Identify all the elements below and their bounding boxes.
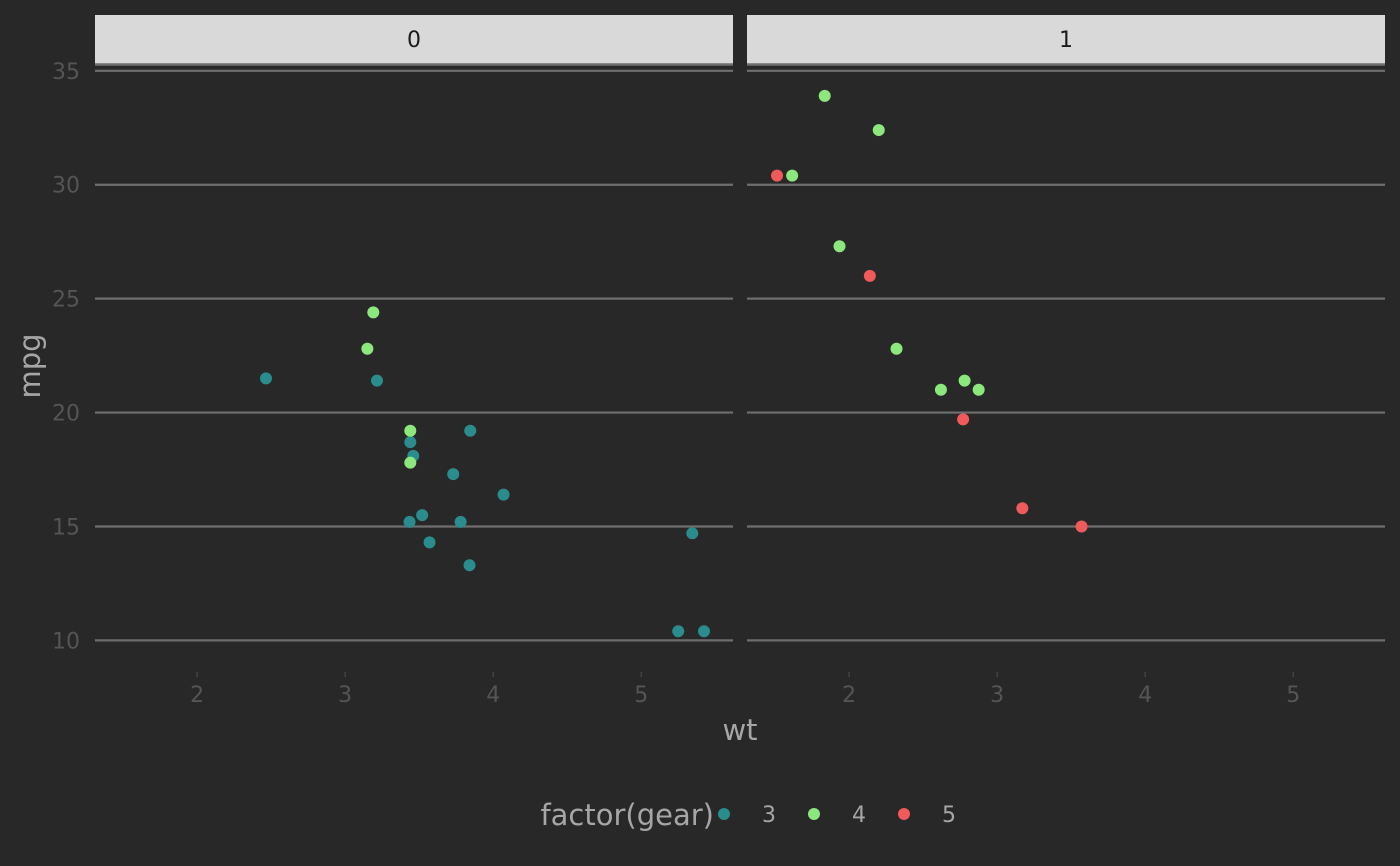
data-point-gear-3 [403, 515, 416, 528]
data-point-gear-3 [404, 436, 417, 449]
x-tick-label: 4 [486, 683, 500, 708]
data-point-gear-3 [416, 509, 429, 522]
x-tick-label: 3 [990, 683, 1004, 708]
data-point-gear-3 [686, 527, 699, 540]
legend-key [898, 808, 910, 820]
facet-panel-1: 1 2 3 4 5 [747, 15, 1385, 708]
legend-key [718, 808, 730, 820]
legend-entry-3: 3 [718, 803, 776, 828]
y-tick-label: 25 [52, 288, 80, 313]
data-point-gear-4 [404, 456, 417, 469]
facet-strip-label: 0 [407, 28, 421, 53]
panels: 0 2 3 4 5 1 2 3 4 5 [95, 15, 1385, 708]
data-point-gear-3 [423, 536, 436, 549]
legend-key [808, 808, 820, 820]
data-point-gear-4 [872, 124, 885, 137]
x-tick-label: 2 [842, 683, 856, 708]
y-tick-label: 10 [52, 629, 80, 654]
y-tick-label: 20 [52, 402, 80, 427]
data-point-gear-3 [259, 372, 272, 385]
y-axis: 10 15 20 25 30 35 [52, 60, 80, 655]
x-axis-title: wt [722, 713, 757, 747]
data-point-gear-4 [833, 240, 846, 253]
x-tick-label: 5 [634, 683, 648, 708]
data-point-gear-4 [361, 342, 374, 355]
data-point-gear-4 [934, 383, 947, 396]
data-point-gear-4 [818, 89, 831, 102]
data-point-gear-4 [367, 306, 380, 319]
data-point-gear-3 [497, 488, 510, 501]
data-point-gear-4 [404, 424, 417, 437]
data-point-gear-5 [1075, 520, 1088, 533]
y-axis-title: mpg [13, 333, 47, 398]
data-point-gear-3 [447, 468, 460, 481]
facet-strip [95, 15, 733, 64]
legend-entry-4: 4 [808, 803, 866, 828]
x-tick-label: 3 [338, 683, 352, 708]
y-tick-label: 15 [52, 515, 80, 540]
x-tick-label: 5 [1286, 683, 1300, 708]
legend-label: 4 [852, 803, 866, 828]
y-tick-label: 35 [52, 60, 80, 85]
data-point-gear-3 [697, 625, 710, 638]
data-point-gear-3 [370, 374, 383, 387]
legend-label: 3 [762, 803, 776, 828]
data-point-gear-3 [672, 625, 685, 638]
legend-title: factor(gear) [540, 798, 714, 832]
legend-entry-5: 5 [898, 803, 956, 828]
data-point-gear-5 [957, 413, 970, 426]
data-point-gear-5 [863, 269, 876, 282]
data-point-gear-3 [463, 559, 476, 572]
facet-strip-label: 1 [1059, 28, 1073, 53]
x-tick-label: 2 [190, 683, 204, 708]
y-tick-label: 30 [52, 174, 80, 199]
data-point-gear-4 [972, 383, 985, 396]
x-tick-label: 4 [1138, 683, 1152, 708]
data-point-gear-3 [464, 424, 477, 437]
data-point-gear-4 [890, 342, 903, 355]
data-point-gear-3 [454, 515, 467, 528]
legend-label: 5 [942, 803, 956, 828]
facet-panel-0: 0 2 3 4 5 [95, 15, 733, 708]
data-point-gear-4 [958, 374, 971, 387]
legend: factor(gear) 3 4 5 [540, 798, 956, 832]
facet-strip [747, 15, 1385, 64]
data-point-gear-5 [1016, 502, 1029, 515]
data-point-gear-4 [786, 169, 799, 182]
data-point-gear-5 [771, 169, 784, 182]
